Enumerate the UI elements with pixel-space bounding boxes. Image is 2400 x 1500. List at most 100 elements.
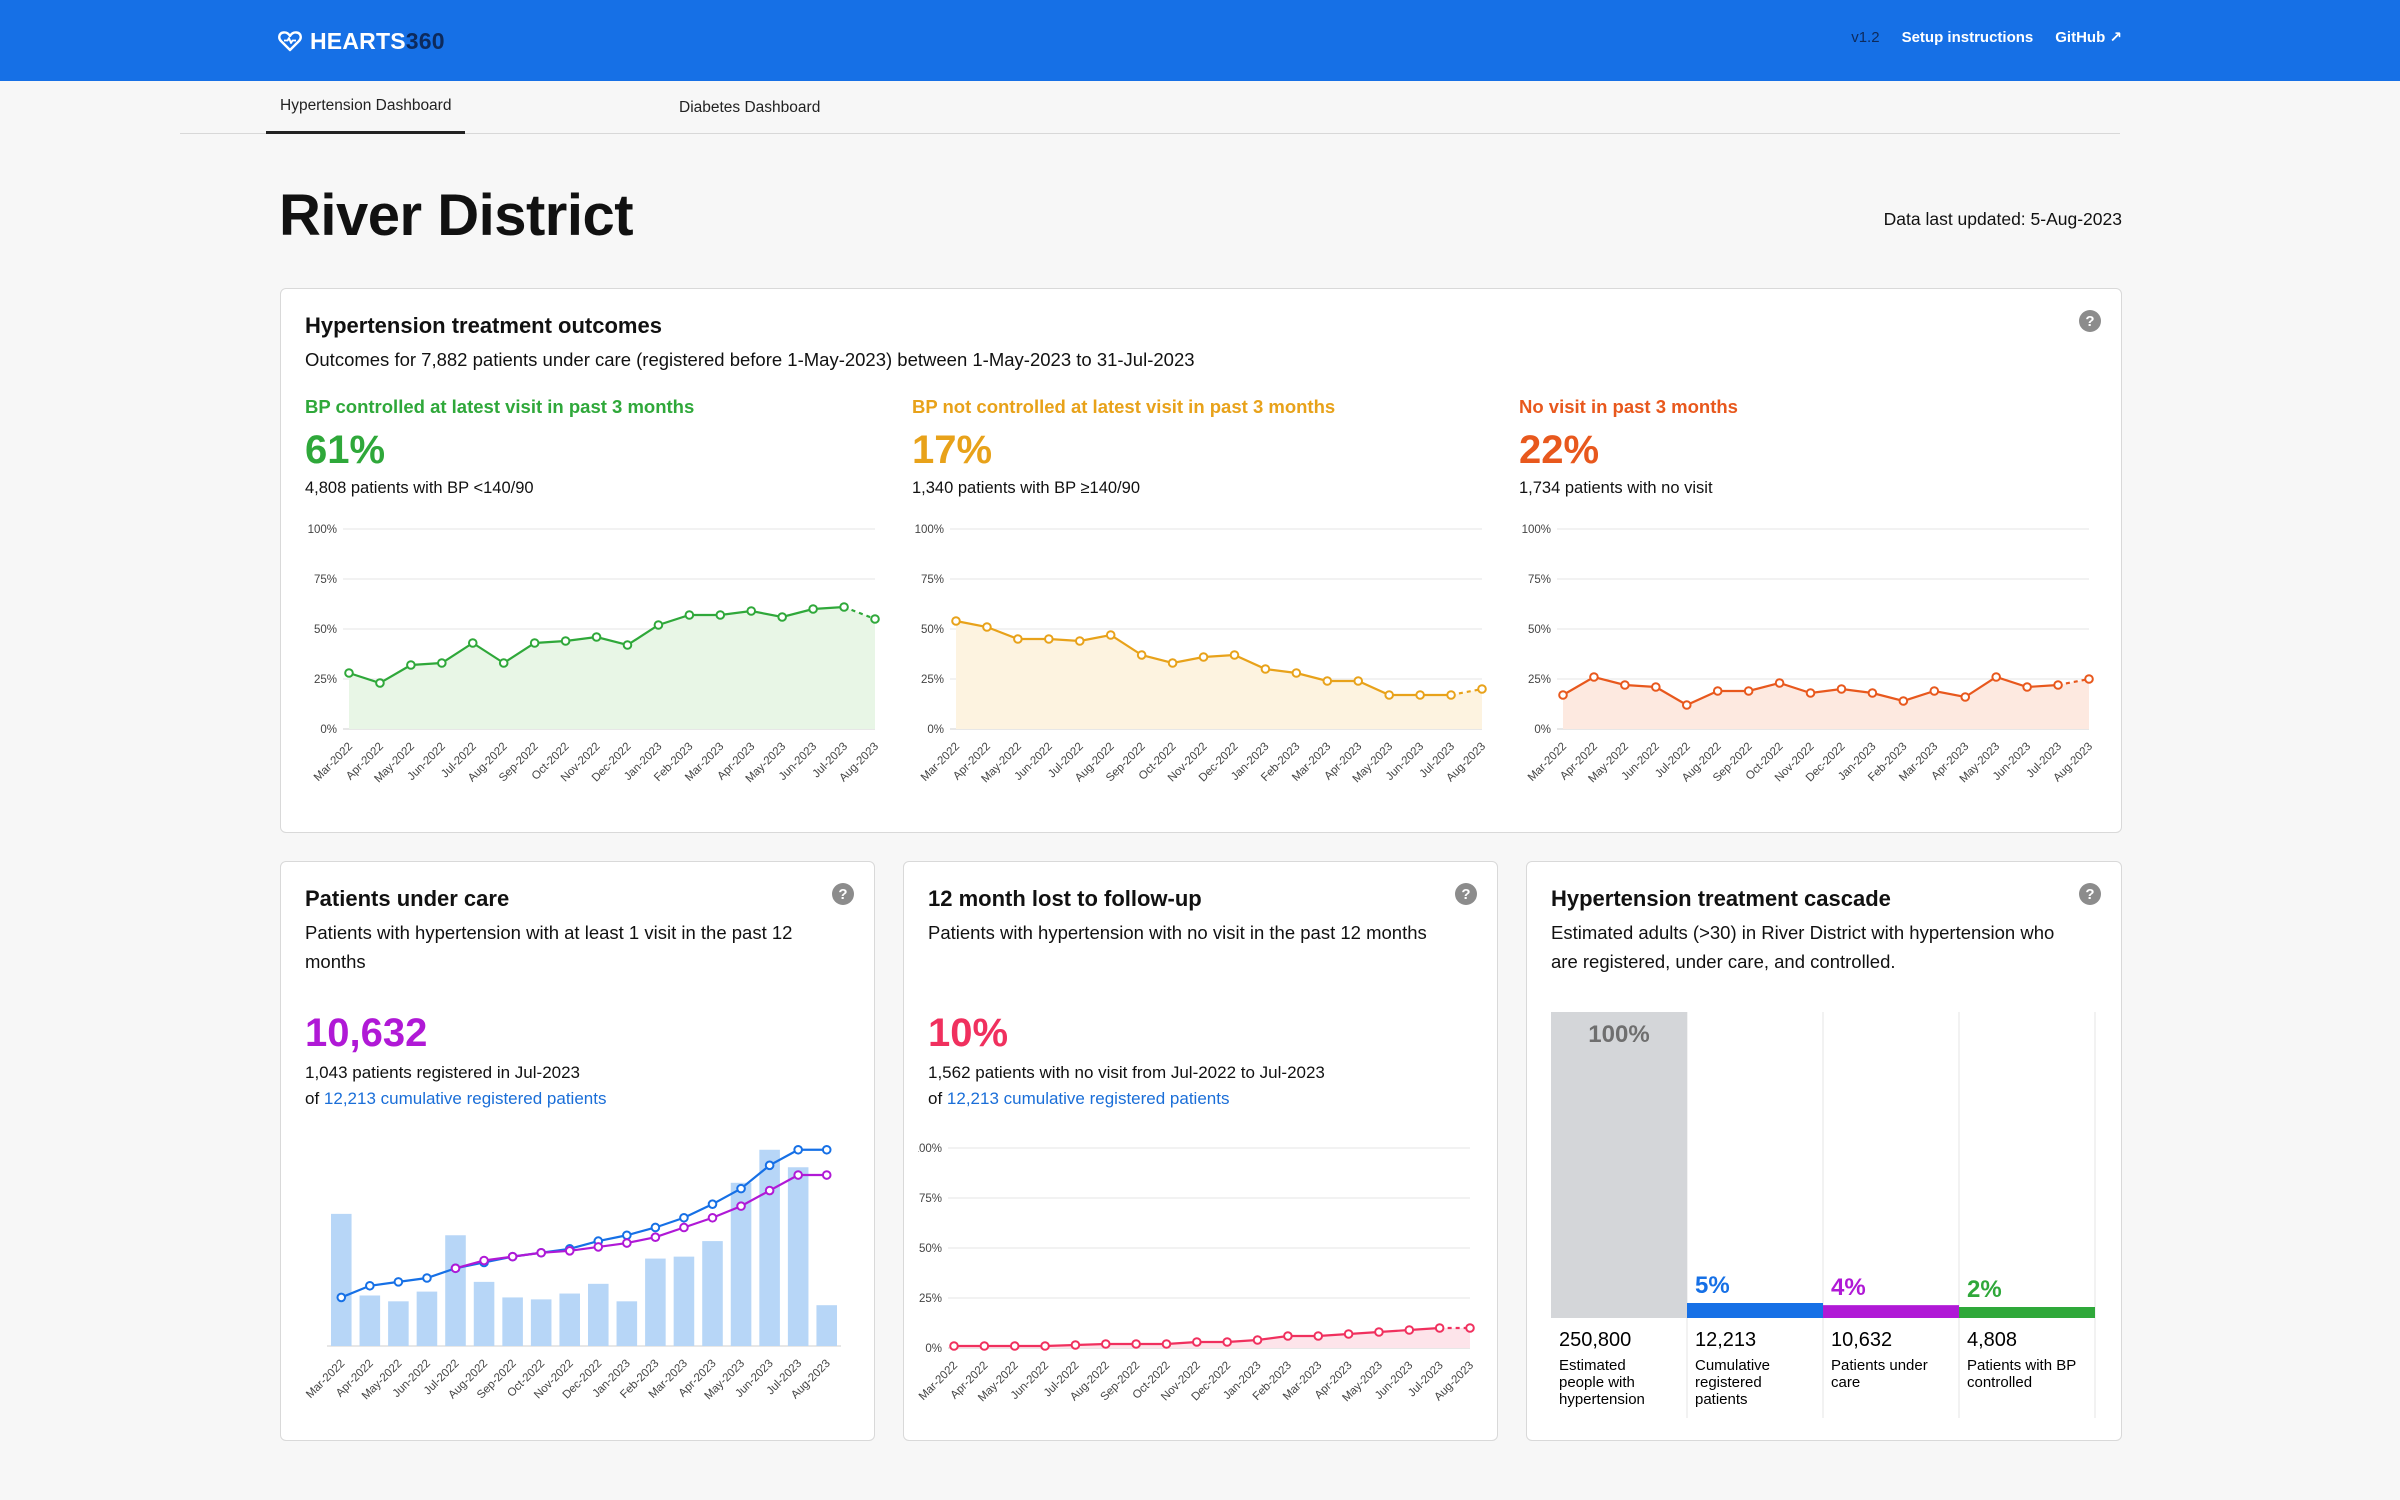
data-point bbox=[1898, 696, 1909, 706]
data-point bbox=[777, 612, 787, 622]
series-line bbox=[340, 1148, 827, 1299]
help-icon[interactable]: ? bbox=[832, 883, 854, 905]
y-tick-label: 100% bbox=[915, 524, 944, 536]
data-point bbox=[1960, 692, 1971, 702]
cascade-label: hypertension bbox=[1559, 1391, 1645, 1408]
cascade-label: Estimated bbox=[1559, 1357, 1626, 1374]
data-point bbox=[1100, 1339, 1111, 1349]
data-point bbox=[622, 1238, 632, 1248]
data-point bbox=[1374, 1327, 1384, 1337]
version-label: v1.2 bbox=[1851, 28, 1880, 46]
tab-hypertension-dashboard[interactable]: Hypertension Dashboard bbox=[266, 81, 466, 134]
metric-label: BP not controlled at latest visit in pas… bbox=[912, 396, 1336, 417]
y-tick-label: 25% bbox=[919, 1293, 942, 1305]
top-nav-links: v1.2 Setup instructions GitHub ↗ bbox=[1851, 28, 2122, 47]
data-point bbox=[793, 1144, 803, 1155]
registration-bar bbox=[816, 1305, 838, 1346]
area-fill bbox=[1563, 677, 2089, 729]
data-point bbox=[650, 1232, 661, 1242]
cumulative-registered-link[interactable]: 12,213 cumulative registered patients bbox=[323, 1089, 607, 1108]
y-tick-label: 25% bbox=[1528, 674, 1551, 686]
prefix: of bbox=[305, 1089, 324, 1108]
registration-bar bbox=[730, 1182, 752, 1346]
data-point bbox=[764, 1160, 775, 1171]
data-point bbox=[1712, 686, 1723, 696]
y-tick-label: 100% bbox=[1522, 524, 1551, 536]
cascade-label: Patients under bbox=[1831, 1357, 1928, 1374]
cascade-label: controlled bbox=[1967, 1374, 2032, 1391]
data-point bbox=[1013, 634, 1023, 644]
series-line-projected bbox=[843, 605, 876, 621]
data-point bbox=[2022, 682, 2032, 692]
bp-controlled-chart: 0%25%50%75%100%Mar-2022Apr-2022May-2022J… bbox=[308, 524, 882, 785]
data-point bbox=[746, 606, 757, 616]
lost-to-follow-up-card: 12 month lost to follow-up Patients with… bbox=[903, 861, 1498, 1441]
data-point bbox=[1477, 684, 1487, 694]
data-point bbox=[1404, 1325, 1415, 1335]
tab-label: Hypertension Dashboard bbox=[280, 97, 452, 114]
metric-no-visit: No visit in past 3 months 22% 1,734 pati… bbox=[1519, 396, 2079, 498]
data-point bbox=[529, 638, 540, 648]
cascade-percent: 4% bbox=[1831, 1274, 1866, 1301]
brand-word: HEARTS bbox=[310, 27, 406, 54]
data-point bbox=[821, 1170, 832, 1180]
data-point bbox=[1070, 1340, 1081, 1350]
data-point bbox=[437, 658, 447, 668]
cascade-bar bbox=[1823, 1305, 1959, 1318]
data-point bbox=[1229, 650, 1240, 660]
cascade-value: 12,213 bbox=[1695, 1329, 1756, 1351]
data-point bbox=[1836, 684, 1847, 694]
github-link[interactable]: GitHub ↗ bbox=[2055, 29, 2122, 46]
registration-bar bbox=[616, 1301, 638, 1346]
data-point bbox=[1353, 676, 1364, 686]
cascade-value: 4,808 bbox=[1967, 1329, 2017, 1351]
heart-icon bbox=[278, 31, 302, 52]
page-title: River District bbox=[279, 183, 634, 248]
data-point bbox=[736, 1183, 746, 1194]
metric-subtext: 4,808 patients with BP <140/90 bbox=[305, 479, 534, 497]
help-icon[interactable]: ? bbox=[2079, 310, 2101, 332]
help-icon[interactable]: ? bbox=[1455, 883, 1477, 905]
data-point bbox=[1446, 690, 1456, 700]
cumulative-registered-link[interactable]: 12,213 cumulative registered patients bbox=[946, 1089, 1230, 1108]
y-tick-label: 25% bbox=[921, 674, 944, 686]
cascade-value: 250,800 bbox=[1559, 1329, 1631, 1351]
series-line bbox=[455, 1173, 827, 1270]
registration-bar bbox=[445, 1235, 466, 1346]
registration-bar bbox=[702, 1241, 723, 1346]
no-visit-chart: 0%25%50%75%100%Mar-2022Apr-2022May-2022J… bbox=[1522, 524, 2096, 785]
data-last-updated: Data last updated: 5-Aug-2023 bbox=[1883, 209, 2122, 229]
data-point bbox=[653, 620, 664, 630]
y-tick-label: 100% bbox=[918, 1143, 942, 1155]
registered-line: 1,043 patients registered in Jul-2023 bbox=[305, 1063, 581, 1082]
data-point bbox=[422, 1273, 432, 1283]
area-fill bbox=[954, 1328, 1470, 1348]
card-title: Hypertension treatment cascade bbox=[1551, 886, 1891, 911]
data-point bbox=[2053, 680, 2063, 690]
data-point bbox=[1774, 678, 1785, 688]
setup-instructions-link[interactable]: Setup instructions bbox=[1901, 28, 2034, 46]
data-point bbox=[1074, 636, 1085, 646]
data-point bbox=[393, 1277, 404, 1287]
data-point bbox=[949, 1341, 959, 1351]
series-line-projected bbox=[1450, 687, 1483, 697]
y-tick-label: 0% bbox=[927, 724, 944, 736]
data-point bbox=[593, 1242, 604, 1252]
data-point bbox=[1252, 1335, 1263, 1345]
data-point bbox=[1167, 658, 1178, 668]
card-title: 12 month lost to follow-up bbox=[928, 886, 1202, 911]
desc-line: are registered, under care, and controll… bbox=[1551, 951, 1896, 972]
cumulative-line: of 12,213 cumulative registered patients bbox=[305, 1086, 606, 1112]
data-point bbox=[707, 1199, 718, 1209]
registration-bar bbox=[330, 1213, 352, 1346]
y-tick-label: 50% bbox=[919, 1243, 942, 1255]
data-point bbox=[1313, 1331, 1324, 1341]
brand-logo[interactable]: HEARTS 360 bbox=[278, 26, 445, 56]
data-point bbox=[1991, 672, 2001, 682]
help-icon[interactable]: ? bbox=[2079, 883, 2101, 905]
y-tick-label: 0% bbox=[1534, 724, 1551, 736]
cascade-label: registered bbox=[1695, 1374, 1762, 1391]
tab-diabetes-dashboard[interactable]: Diabetes Dashboard bbox=[665, 81, 834, 134]
data-point bbox=[982, 622, 992, 632]
metric-subtext: 1,734 patients with no visit bbox=[1519, 479, 1713, 497]
